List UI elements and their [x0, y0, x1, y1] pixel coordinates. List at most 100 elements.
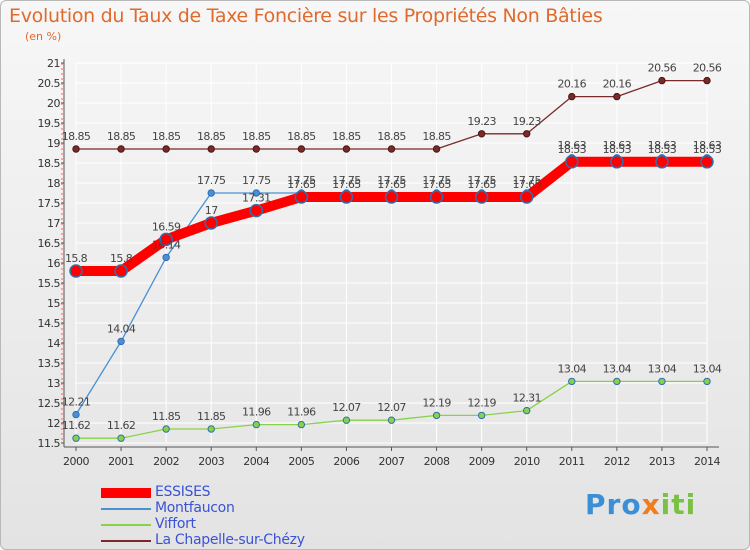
y-tick-label: 20.5 [38, 77, 61, 90]
data-point [207, 189, 215, 197]
data-point [477, 130, 486, 138]
data-point [114, 264, 128, 278]
data-point [703, 377, 711, 386]
data-label: 20.56 [648, 62, 677, 75]
data-label: 13.04 [558, 362, 587, 375]
y-tick-label: 19 [47, 137, 60, 150]
data-label: 18.53 [648, 143, 677, 156]
data-point [297, 420, 306, 429]
data-point [72, 434, 80, 442]
x-tick-label: 2013 [649, 455, 675, 468]
data-label: 20.16 [603, 78, 632, 91]
data-point [613, 92, 621, 101]
data-point [703, 76, 711, 85]
data-label: 18.53 [693, 143, 722, 156]
legend-swatch [101, 524, 151, 526]
y-tick-label: 16.5 [38, 237, 61, 250]
data-label: 17.65 [287, 178, 316, 191]
data-point [117, 434, 125, 442]
data-point [249, 203, 264, 218]
data-point [204, 216, 218, 230]
data-label: 16.59 [152, 220, 181, 233]
y-tick-label: 20 [47, 97, 60, 110]
data-point [342, 145, 351, 153]
data-point [207, 145, 215, 153]
data-point [252, 145, 260, 153]
y-tick-label: 19.5 [38, 117, 61, 130]
y-tick-label: 17.5 [38, 197, 61, 210]
data-point [565, 155, 579, 169]
data-label: 12.19 [422, 396, 451, 409]
data-label: 18.63 [693, 139, 722, 152]
data-label: 12.21 [62, 396, 91, 409]
data-label: 18.85 [422, 130, 451, 143]
x-tick-label: 2004 [243, 455, 269, 468]
data-point [297, 145, 306, 153]
data-label: 11.85 [152, 410, 181, 423]
data-label: 17.75 [377, 174, 406, 187]
data-point [474, 190, 489, 204]
data-label: 17.65 [512, 178, 541, 191]
x-tick-label: 2010 [514, 455, 540, 468]
data-point [72, 145, 80, 153]
legend-item: ESSISES [101, 484, 401, 501]
data-label: 17.75 [332, 174, 361, 187]
data-point [429, 190, 444, 204]
data-point [658, 377, 666, 386]
x-tick-label: 2008 [424, 455, 450, 468]
data-label: 12.19 [467, 396, 496, 409]
data-label: 18.63 [648, 139, 677, 152]
y-tick-label: 12 [47, 417, 60, 430]
data-point [252, 420, 260, 429]
data-label: 18.85 [242, 130, 271, 143]
data-label: 11.85 [197, 410, 226, 423]
data-label: 20.56 [693, 62, 722, 75]
data-point [342, 416, 351, 424]
y-tick-label: 18.5 [38, 157, 61, 170]
data-point [117, 337, 125, 346]
data-label: 11.96 [242, 406, 271, 419]
data-label: 16.14 [152, 238, 181, 251]
data-label: 17.75 [197, 174, 226, 187]
y-axis-unit: (en %) [25, 30, 62, 43]
data-label: 11.62 [107, 419, 136, 432]
data-point [69, 264, 83, 278]
data-point [655, 155, 669, 169]
x-tick-label: 2006 [333, 455, 359, 468]
data-point [610, 155, 624, 169]
data-label: 13.04 [693, 362, 722, 375]
data-label: 12.07 [332, 401, 361, 414]
data-point [700, 155, 714, 169]
data-label: 12.31 [512, 392, 541, 405]
proxiti-logo: Proxiti [585, 488, 697, 521]
y-tick-label: 18 [47, 177, 60, 190]
x-tick-label: 2001 [108, 455, 134, 468]
data-label: 13.04 [603, 362, 632, 375]
y-tick-label: 14.5 [38, 317, 61, 330]
data-label: 17.75 [287, 174, 316, 187]
chart-title: Evolution du Taux de Taxe Foncière sur l… [9, 5, 603, 27]
data-point [162, 425, 170, 433]
data-label: 15.8 [110, 252, 133, 265]
legend-label: La Chapelle-sur-Chézy [155, 532, 305, 548]
y-tick-label: 11.5 [38, 437, 61, 450]
data-label: 13.04 [648, 362, 677, 375]
y-tick-label: 13 [47, 377, 60, 390]
data-point [568, 92, 576, 101]
data-label: 18.85 [377, 130, 406, 143]
data-label: 17.65 [332, 178, 361, 191]
data-label: 17.75 [242, 174, 271, 187]
data-point [658, 76, 666, 85]
legend: ESSISES Montfaucon Viffort La Chapelle-sur-… [101, 484, 401, 549]
data-point [519, 190, 534, 204]
data-label: 20.16 [558, 78, 587, 91]
data-point [252, 189, 260, 197]
legend-swatch [101, 508, 151, 510]
data-point [159, 232, 173, 247]
y-tick-label: 15 [47, 297, 60, 310]
data-point [432, 411, 441, 420]
data-point [432, 145, 441, 153]
data-label: 17.65 [467, 178, 496, 191]
